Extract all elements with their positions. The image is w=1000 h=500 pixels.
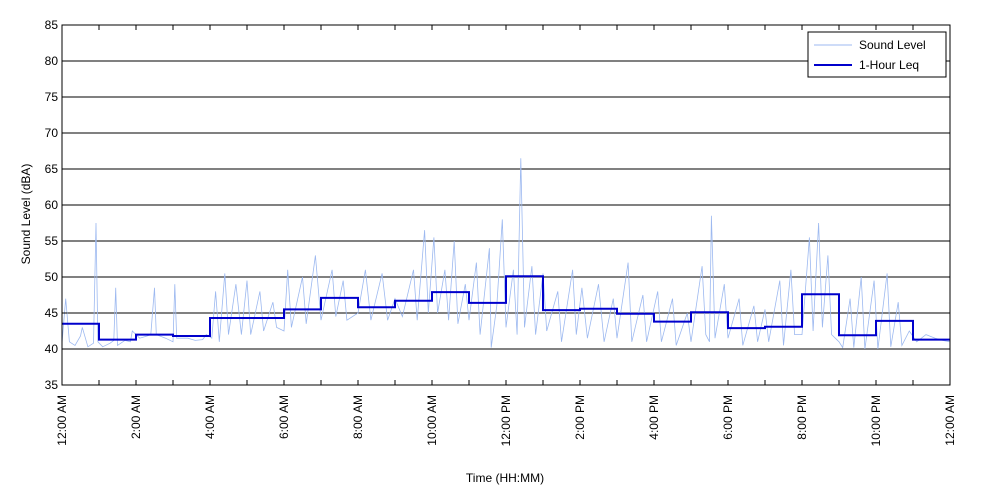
legend-box <box>807 31 947 78</box>
y-tick-label: 80 <box>45 54 59 68</box>
y-axis-label: Sound Level (dBA) <box>19 164 33 265</box>
legend-entry-1-hour-leq: 1-Hour Leq <box>859 58 919 72</box>
x-tick-label: 6:00 AM <box>277 395 291 439</box>
x-tick-label: 4:00 AM <box>203 395 217 439</box>
y-tick-label: 65 <box>45 162 59 176</box>
x-axis-ticks: 12:00 AM 2:00 AM 4:00 AM 6:00 AM 8:00 AM 10:0… <box>55 25 957 446</box>
series-layer <box>61 158 951 350</box>
x-tick-label: 4:00 PM <box>647 395 661 440</box>
series-line-1-hour-leq <box>62 275 950 341</box>
series-line-sound-level <box>61 158 951 350</box>
legend-entry-sound-level: Sound Level <box>859 38 926 52</box>
x-tick-label: 2:00 PM <box>573 395 587 440</box>
legend: Sound Level 1-Hour Leq <box>807 31 947 78</box>
y-tick-label: 50 <box>45 270 59 284</box>
y-tick-label: 45 <box>45 306 59 320</box>
grid-lines <box>62 60 950 350</box>
y-tick-label: 85 <box>45 18 59 32</box>
x-tick-label: 12:00 PM <box>499 395 513 446</box>
x-axis-label: Time (HH:MM) <box>466 471 544 485</box>
x-tick-label: 12:00 AM <box>943 395 957 446</box>
y-tick-label: 40 <box>45 342 59 356</box>
y-axis-ticks: 35 40 45 50 55 60 65 70 75 80 85 <box>45 18 950 392</box>
x-tick-label: 2:00 AM <box>129 395 143 439</box>
x-tick-label: 10:00 PM <box>869 395 883 446</box>
x-tick-label: 8:00 AM <box>351 395 365 439</box>
y-tick-label: 60 <box>45 198 59 212</box>
y-tick-label: 55 <box>45 234 59 248</box>
y-tick-label: 70 <box>45 126 59 140</box>
x-tick-label: 10:00 AM <box>425 395 439 446</box>
x-tick-label: 8:00 PM <box>795 395 809 440</box>
x-tick-label: 6:00 PM <box>721 395 735 440</box>
x-tick-label: 12:00 AM <box>55 395 69 446</box>
y-tick-label: 75 <box>45 90 59 104</box>
y-tick-label: 35 <box>45 378 59 392</box>
